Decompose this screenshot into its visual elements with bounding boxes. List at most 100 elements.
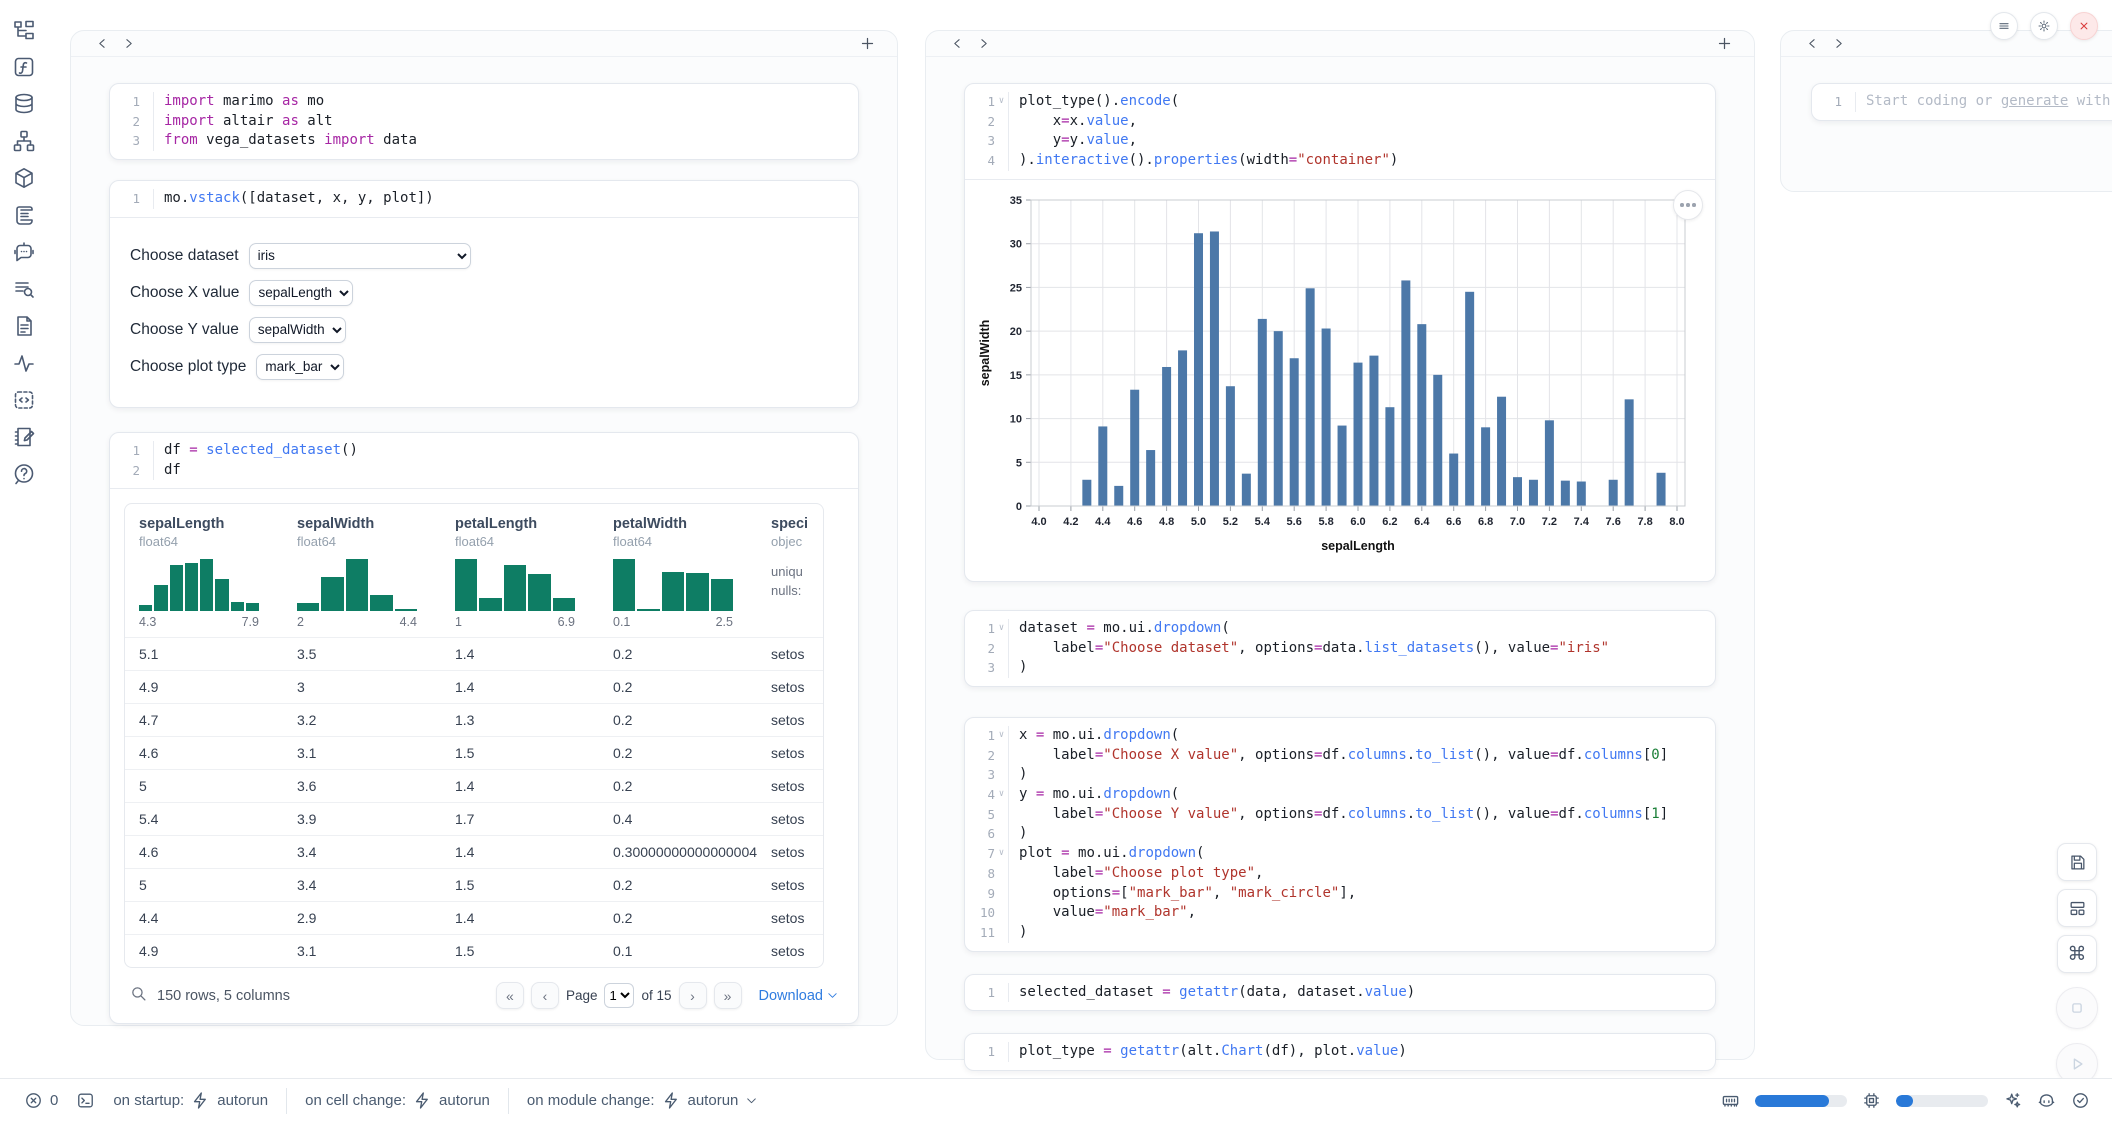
column-header[interactable]: petalWidth float64 0.1 2.5 (613, 516, 734, 630)
stop-icon[interactable] (2056, 987, 2098, 1029)
dependency-graph-icon[interactable] (11, 127, 38, 154)
cell-dataset-dropdown: 1 ∨ dataset = mo.ui.dropdown(2 label="Choo… (964, 609, 1716, 687)
generate-link[interactable]: generate (2000, 93, 2069, 109)
code-editor[interactable]: 1 plot_type = getattr(alt.Chart(df), plot… (965, 1034, 1715, 1070)
table-cell: 3 (297, 679, 305, 696)
code-editor[interactable]: 1 import marimo as mo 2 import altair as al… (110, 84, 858, 159)
column-prev-button[interactable] (89, 33, 115, 55)
ai-sparkles-icon[interactable] (2003, 1087, 2022, 1114)
svg-text:4.8: 4.8 (1159, 516, 1174, 528)
table-cell: 3.2 (297, 712, 317, 729)
on-module-change-setting[interactable]: on module change: autorun (525, 1091, 760, 1110)
fold-chevron-icon[interactable]: ∨ (998, 729, 1005, 740)
scratchpad-icon[interactable] (11, 275, 38, 302)
prev-page-button[interactable]: ‹ (530, 982, 559, 1010)
control-dropdown[interactable]: sepalLength (249, 279, 354, 306)
code-line: 1 ∨ dataset = mo.ui.dropdown( (965, 618, 1703, 639)
error-indicator[interactable]: 0 (22, 1091, 60, 1110)
fold-chevron-icon[interactable]: ∨ (998, 789, 1005, 800)
close-icon[interactable] (2070, 12, 2098, 40)
control-dropdown[interactable]: sepalWidth (248, 316, 346, 343)
lightning-icon (194, 1092, 207, 1109)
code-line: 1 df = selected_dataset() (110, 440, 846, 461)
column-next-button[interactable] (970, 33, 996, 55)
table-row[interactable]: 4.9 3.1 1.5 0.1 setos (125, 934, 823, 967)
menu-icon[interactable] (1990, 12, 2018, 40)
table-row[interactable]: 4.4 2.9 1.4 0.2 setos (125, 901, 823, 934)
table-cell: 3.4 (297, 877, 317, 894)
gear-icon[interactable] (2030, 12, 2058, 40)
svg-text:30: 30 (1010, 239, 1022, 251)
dropdown-controls: Choose dataset iris Choose X value sepalLen… (110, 218, 858, 407)
last-page-button[interactable]: » (713, 982, 742, 1010)
code-line: 1 plot_type = getattr(alt.Chart(df), plot… (965, 1042, 1703, 1063)
column-header[interactable]: speci objec uniqu nulls: (757, 504, 823, 637)
functions-icon[interactable] (11, 53, 38, 80)
column-prev-button[interactable] (1799, 33, 1825, 55)
table-row[interactable]: 5.1 3.5 1.4 0.2 setos (125, 637, 823, 670)
terminal-icon[interactable] (76, 1087, 95, 1114)
code-editor[interactable]: 1 ∨ plot_type().encode(2 x=x.value, 3 y=y.v… (965, 84, 1715, 179)
search-icon[interactable] (130, 985, 147, 1006)
control-dropdown[interactable]: iris (248, 242, 471, 269)
fold-chevron-icon[interactable]: ∨ (998, 622, 1005, 633)
table-cell: setos (771, 745, 805, 762)
cell-dataframe: 1 df = selected_dataset() 2 df sepalLength f… (109, 431, 859, 1025)
chart-output: 4.0 4.2 4.4 4.6 4.8 5.0 5.2 5.4 5.6 5.8 6.0 6.2 6.4 6… (965, 178, 1715, 581)
chat-icon[interactable] (11, 238, 38, 265)
help-icon[interactable] (11, 460, 38, 487)
keyboard-shortcuts-icon[interactable]: ⌘ (2057, 935, 2097, 973)
code-editor[interactable]: 1 ∨ x = mo.ui.dropdown(2 label="Choose X v… (965, 718, 1715, 951)
fold-chevron-icon[interactable]: ∨ (998, 848, 1005, 859)
page-select[interactable]: 1 (604, 983, 635, 1009)
add-cell-button[interactable] (855, 33, 879, 55)
save-icon[interactable] (2057, 843, 2097, 881)
table-row[interactable]: 5 3.6 1.4 0.2 setos (125, 769, 823, 802)
datasources-icon[interactable] (11, 90, 38, 117)
column-header[interactable]: sepalLength float64 4.3 7.9 (139, 516, 259, 630)
on-cell-change-setting[interactable]: on cell change: autorun (305, 1092, 490, 1109)
code-line: 1 ∨ x = mo.ui.dropdown( (965, 725, 1703, 746)
code-editor[interactable]: 1 Start coding or generate with (1812, 84, 2112, 120)
column-next-button[interactable] (115, 33, 141, 55)
snippets-icon[interactable] (11, 386, 38, 413)
table-row[interactable]: 4.6 3.1 1.5 0.2 setos (125, 736, 823, 769)
svg-text:7.6: 7.6 (1606, 516, 1621, 528)
column-next-button[interactable] (1825, 33, 1851, 55)
cell-selected-dataset: 1 selected_dataset = getattr(data, datase… (964, 973, 1716, 1012)
next-page-button[interactable]: › (678, 982, 707, 1010)
fold-chevron-icon[interactable]: ∨ (998, 96, 1005, 106)
code-editor[interactable]: 1 df = selected_dataset() 2 df (110, 433, 858, 488)
notebook-icon[interactable] (11, 423, 38, 450)
first-page-button[interactable]: « (495, 982, 524, 1010)
table-row[interactable]: 5.4 3.9 1.7 0.4 setos (125, 802, 823, 835)
code-line: 8 label="Choose plot type", (965, 863, 1703, 884)
control-row: Choose X value sepalLength (130, 279, 838, 306)
table-row[interactable]: 4.6 3.4 1.4 0.30000000000000004 setos (125, 835, 823, 868)
code-editor[interactable]: 1 mo.vstack([dataset, x, y, plot]) (110, 181, 858, 217)
on-startup-setting[interactable]: on startup: autorun (113, 1092, 269, 1109)
table-cell: 5.4 (139, 811, 159, 828)
tracing-icon[interactable] (11, 349, 38, 376)
documentation-icon[interactable] (11, 312, 38, 339)
chart-menu-icon[interactable] (1673, 189, 1703, 220)
connection-status-icon[interactable] (2071, 1087, 2090, 1114)
table-row[interactable]: 5 3.4 1.5 0.2 setos (125, 868, 823, 901)
layout-icon[interactable] (2057, 889, 2097, 927)
table-row[interactable]: 4.9 3 1.4 0.2 setos (125, 670, 823, 703)
copilot-icon[interactable] (2037, 1087, 2056, 1114)
file-explorer-icon[interactable] (11, 16, 38, 43)
svg-text:8.0: 8.0 (1669, 516, 1684, 528)
table-row[interactable]: 4.7 3.2 1.3 0.2 setos (125, 703, 823, 736)
logs-icon[interactable] (11, 201, 38, 228)
code-editor[interactable]: 1 ∨ dataset = mo.ui.dropdown(2 label="Choo… (965, 611, 1715, 686)
control-dropdown[interactable]: mark_bar (256, 353, 345, 380)
column-stats: uniqu nulls: (771, 564, 803, 599)
download-button[interactable]: Download (759, 988, 839, 1004)
column-header[interactable]: sepalWidth float64 2 4.4 (297, 516, 418, 630)
code-editor[interactable]: 1 selected_dataset = getattr(data, datase… (965, 975, 1715, 1011)
packages-icon[interactable] (11, 164, 38, 191)
column-header[interactable]: petalLength float64 1 6.9 (455, 516, 576, 630)
column-prev-button[interactable] (944, 33, 970, 55)
add-cell-button[interactable] (1712, 33, 1736, 55)
